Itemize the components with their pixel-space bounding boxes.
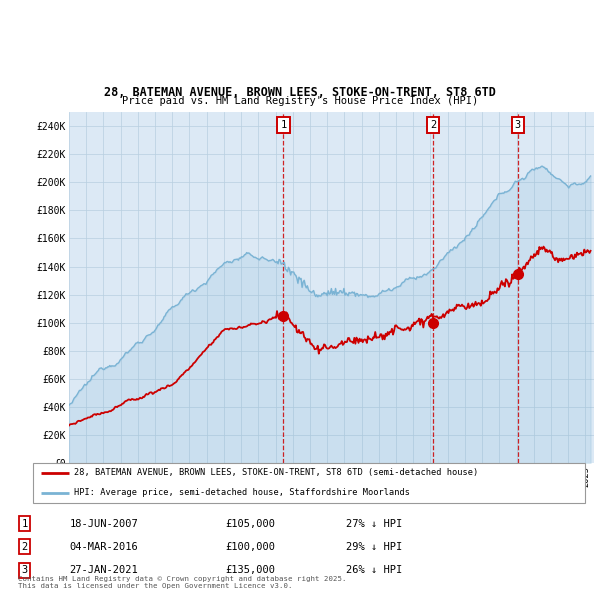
FancyBboxPatch shape xyxy=(33,463,585,503)
Text: 1: 1 xyxy=(22,519,28,529)
Text: 1: 1 xyxy=(280,120,287,130)
Text: 3: 3 xyxy=(22,565,28,575)
Text: 29% ↓ HPI: 29% ↓ HPI xyxy=(346,542,403,552)
Text: £135,000: £135,000 xyxy=(225,565,275,575)
Text: 26% ↓ HPI: 26% ↓ HPI xyxy=(346,565,403,575)
Text: 27% ↓ HPI: 27% ↓ HPI xyxy=(346,519,403,529)
Text: £105,000: £105,000 xyxy=(225,519,275,529)
Text: Price paid vs. HM Land Registry's House Price Index (HPI): Price paid vs. HM Land Registry's House … xyxy=(122,96,478,106)
Text: 28, BATEMAN AVENUE, BROWN LEES, STOKE-ON-TRENT, ST8 6TD (semi-detached house): 28, BATEMAN AVENUE, BROWN LEES, STOKE-ON… xyxy=(74,468,479,477)
Text: 2: 2 xyxy=(430,120,437,130)
Text: 18-JUN-2007: 18-JUN-2007 xyxy=(70,519,139,529)
Text: HPI: Average price, semi-detached house, Staffordshire Moorlands: HPI: Average price, semi-detached house,… xyxy=(74,488,410,497)
Text: 27-JAN-2021: 27-JAN-2021 xyxy=(70,565,139,575)
Text: £100,000: £100,000 xyxy=(225,542,275,552)
Text: Contains HM Land Registry data © Crown copyright and database right 2025.
This d: Contains HM Land Registry data © Crown c… xyxy=(18,576,347,589)
Text: 3: 3 xyxy=(515,120,521,130)
Text: 2: 2 xyxy=(22,542,28,552)
Text: 04-MAR-2016: 04-MAR-2016 xyxy=(70,542,139,552)
Text: 28, BATEMAN AVENUE, BROWN LEES, STOKE-ON-TRENT, ST8 6TD: 28, BATEMAN AVENUE, BROWN LEES, STOKE-ON… xyxy=(104,86,496,99)
